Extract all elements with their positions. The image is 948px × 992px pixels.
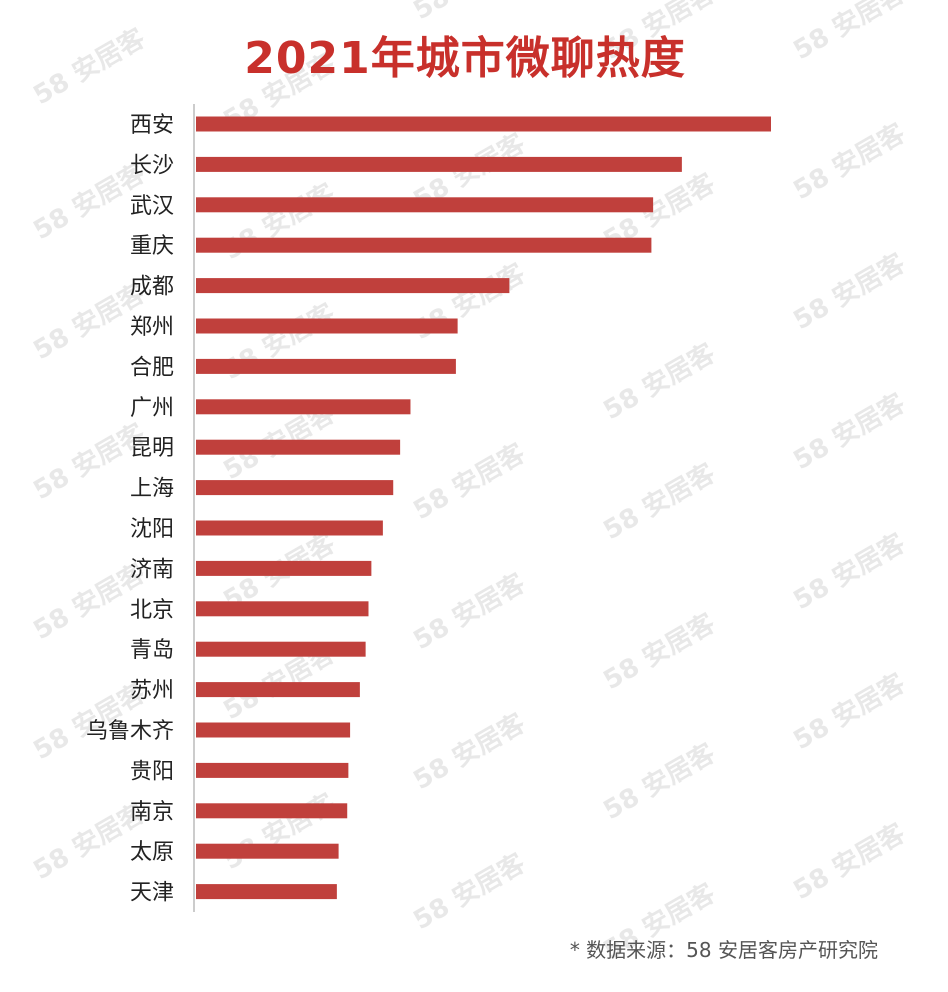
category-labels: 西安长沙武汉重庆成都郑州合肥广州昆明上海沈阳济南北京青岛苏州乌鲁木齐贵阳南京太原… [86,113,174,906]
bar-8 [196,399,411,415]
watermark-text: 58 安居客 [408,707,531,796]
category-label: 贵阳 [130,759,174,784]
watermark-text: 58 安居客 [408,567,531,656]
watermark-text: 58 安居客 [218,787,341,876]
source-note: * 数据来源：58 安居客房产研究院 [569,938,878,962]
bar-3 [196,197,654,213]
bar-11 [196,520,383,536]
bar-1 [196,116,771,132]
watermark-text: 58 安居客 [598,457,721,546]
watermark-text: 58 安居客 [788,817,911,906]
bar-5 [196,278,510,294]
category-label: 广州 [130,396,174,421]
bar-9 [196,439,401,455]
category-label: 武汉 [130,194,174,219]
category-label: 长沙 [130,153,174,178]
bar-7 [196,358,456,374]
category-label: 上海 [130,477,174,502]
watermark-text: 58 安居客 [788,667,911,756]
category-label: 苏州 [130,679,174,704]
bar-16 [196,722,351,738]
category-label: 西安 [130,113,174,138]
bar-14 [196,641,366,657]
bar-20 [196,884,337,900]
chart-title: 2021年城市微聊热度 [244,33,686,84]
category-label: 太原 [130,840,174,865]
bar-4 [196,237,652,253]
category-label: 北京 [130,598,174,623]
bar-18 [196,803,348,819]
bar-13 [196,601,369,617]
watermark-text: 58 安居客 [598,607,721,696]
bar-2 [196,156,682,172]
category-label: 天津 [130,881,174,906]
category-label: 昆明 [130,436,174,461]
category-label: 沈阳 [130,517,174,542]
bar-10 [196,480,394,496]
bar-17 [196,762,349,778]
category-label: 成都 [130,275,174,300]
watermark-text: 58 安居客 [598,737,721,826]
bars [196,116,771,900]
bar-19 [196,843,339,859]
category-label: 乌鲁木齐 [86,719,174,744]
bar-6 [196,318,458,334]
category-label: 重庆 [130,234,174,259]
bar-15 [196,682,360,698]
watermark-text: 58 安居客 [408,847,531,936]
category-label: 郑州 [130,315,174,340]
watermark-text: 58 安居客 [788,117,911,206]
watermark-text: 58 安居客 [788,387,911,476]
watermark-text: 58 安居客 [598,337,721,426]
watermark-text: 58 安居客 [788,527,911,616]
watermark-text: 58 安居客 [408,437,531,526]
category-label: 合肥 [130,355,174,380]
category-label: 南京 [130,800,174,825]
watermark-text: 58 安居客 [218,177,341,266]
bar-12 [196,560,372,576]
category-label: 济南 [130,557,174,582]
category-label: 青岛 [130,638,174,663]
watermark-text: 58 安居客 [788,247,911,336]
